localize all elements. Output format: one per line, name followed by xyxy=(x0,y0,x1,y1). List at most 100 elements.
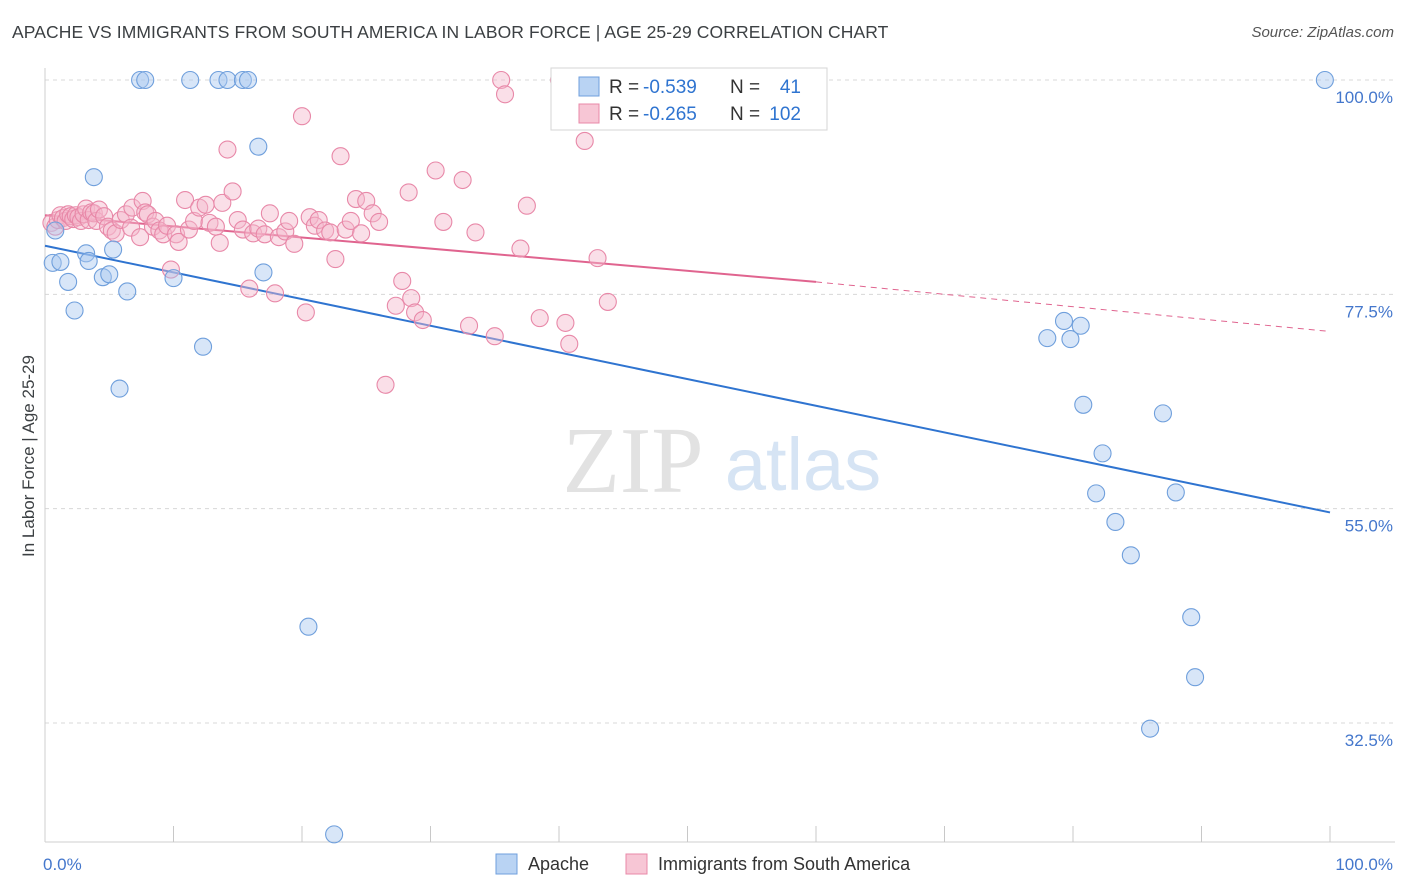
point-south-america xyxy=(434,212,453,231)
point-apache xyxy=(1061,330,1080,349)
point-apache xyxy=(65,301,84,320)
legend-r-value-apache: -0.539 xyxy=(643,77,697,98)
point-south-america xyxy=(122,218,141,237)
point-south-america xyxy=(276,222,295,241)
point-south-america xyxy=(213,193,232,212)
trendline-apache xyxy=(44,244,1331,514)
point-apache xyxy=(1182,608,1201,627)
point-south-america xyxy=(352,224,371,243)
x-tick-label-max: 100.0% xyxy=(1335,855,1393,874)
point-south-america xyxy=(292,107,312,126)
point-south-america xyxy=(133,191,152,211)
point-south-america xyxy=(588,249,607,268)
point-south-america xyxy=(517,196,536,215)
legend-n-label-south-america: N = xyxy=(730,104,760,125)
chart-title: APACHE VS IMMIGRANTS FROM SOUTH AMERICA … xyxy=(12,22,889,42)
legend-n-label-apache: N = xyxy=(730,77,760,98)
point-apache xyxy=(1071,316,1090,335)
point-south-america xyxy=(206,217,225,236)
point-south-america xyxy=(321,223,340,242)
tick-labels: 100.0% 77.5% 55.0% 32.5% 0.0% 100.0% xyxy=(43,88,1393,874)
point-south-america xyxy=(179,220,198,239)
point-apache xyxy=(254,263,273,282)
point-south-america xyxy=(485,327,504,346)
point-south-america xyxy=(598,292,617,311)
point-south-america xyxy=(331,147,350,166)
point-south-america xyxy=(240,279,259,298)
point-south-america xyxy=(116,205,136,224)
point-apache xyxy=(1054,311,1074,331)
point-south-america xyxy=(459,316,479,335)
point-south-america xyxy=(326,250,345,269)
point-apache xyxy=(110,379,129,398)
point-apache xyxy=(325,825,344,844)
point-south-america xyxy=(296,303,315,322)
point-apache xyxy=(181,70,200,90)
point-apache xyxy=(194,337,213,356)
legend-n-value-apache: 41 xyxy=(780,77,801,98)
point-south-america xyxy=(453,170,472,190)
point-apache xyxy=(100,265,119,284)
y-tick-label: 100.0% xyxy=(1335,88,1393,107)
y-tick-label: 77.5% xyxy=(1345,302,1393,321)
point-apache xyxy=(238,70,258,90)
point-apache xyxy=(51,252,70,271)
point-south-america xyxy=(575,131,594,151)
point-apache xyxy=(1121,546,1140,565)
source-credit: Source: ZipAtlas.com xyxy=(1251,24,1394,41)
point-south-america xyxy=(386,296,405,315)
x-tick-label-min: 0.0% xyxy=(43,855,82,874)
point-south-america xyxy=(495,85,515,104)
point-apache xyxy=(1074,395,1093,414)
point-south-america xyxy=(131,228,150,247)
point-apache xyxy=(131,70,150,90)
legend-r-label-apache: R = xyxy=(609,77,639,98)
legend-n-value-south-america: 102 xyxy=(769,104,801,125)
point-south-america xyxy=(399,183,418,202)
point-south-america xyxy=(111,210,130,230)
point-apache xyxy=(43,253,62,272)
point-south-america xyxy=(341,211,360,231)
point-apache xyxy=(84,168,103,187)
watermark-atlas: atlas xyxy=(725,423,881,506)
point-apache xyxy=(59,272,78,291)
point-south-america xyxy=(146,211,165,231)
point-apache xyxy=(249,137,268,156)
point-south-america xyxy=(466,223,485,242)
trendline-south-america-extension xyxy=(815,281,1331,332)
point-south-america xyxy=(393,271,412,291)
axes xyxy=(44,68,1395,843)
legend-bottom-south-america: Immigrants from South America xyxy=(658,854,911,874)
point-apache xyxy=(1166,483,1185,502)
point-south-america xyxy=(169,232,188,251)
point-south-america xyxy=(176,190,195,210)
point-apache xyxy=(1093,444,1112,463)
point-south-america xyxy=(370,212,389,231)
data-points xyxy=(42,70,1334,844)
legend-swatch-south-america xyxy=(578,103,600,124)
y-tick-label: 32.5% xyxy=(1345,731,1393,750)
point-south-america xyxy=(376,375,395,394)
grid xyxy=(45,79,1395,724)
point-south-america xyxy=(309,210,328,230)
legend-r-label-south-america: R = xyxy=(609,104,639,125)
point-south-america xyxy=(228,210,247,230)
point-south-america xyxy=(218,140,237,159)
point-south-america xyxy=(233,220,252,239)
point-south-america xyxy=(492,70,511,90)
point-south-america xyxy=(255,225,274,244)
y-axis-label: In Labor Force | Age 25-29 xyxy=(19,355,38,557)
point-south-america xyxy=(406,303,425,322)
point-south-america xyxy=(210,233,229,252)
point-apache xyxy=(79,251,98,271)
point-apache xyxy=(218,70,237,90)
point-south-america xyxy=(402,289,421,308)
point-apache xyxy=(164,269,183,288)
point-south-america xyxy=(511,239,530,258)
point-apache xyxy=(118,282,137,301)
point-apache xyxy=(233,70,252,90)
point-apache xyxy=(104,240,123,259)
point-south-america xyxy=(413,310,432,330)
point-apache xyxy=(1087,484,1106,503)
